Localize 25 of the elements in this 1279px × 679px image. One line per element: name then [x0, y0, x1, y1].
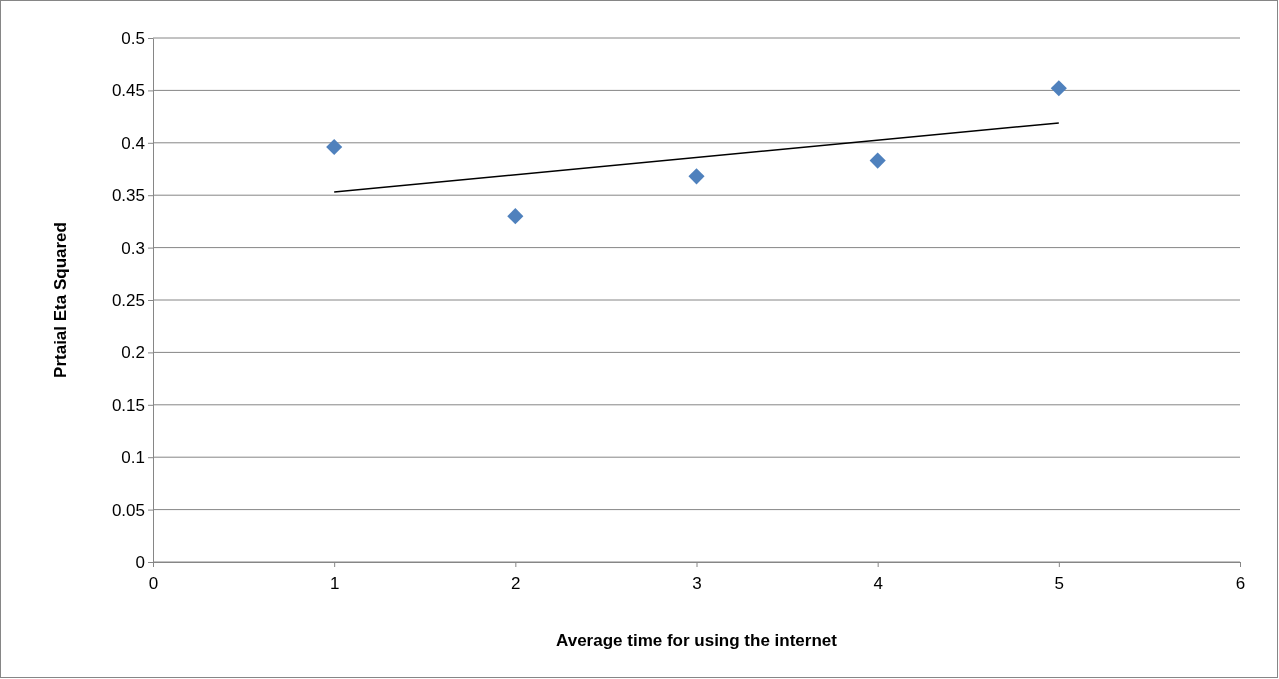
y-tick-label: 0.1: [121, 448, 145, 468]
x-axis-title: Average time for using the internet: [556, 631, 838, 650]
y-tick-label: 0.4: [121, 133, 145, 153]
y-tick-label: 0.35: [111, 186, 145, 206]
y-tick-label: 0.05: [111, 500, 145, 520]
y-tick-label: 0.3: [121, 238, 145, 258]
point: [507, 208, 524, 225]
x-tick-label: 0: [148, 573, 159, 593]
y-tick-label: 0.2: [121, 343, 145, 363]
x-tick-label: 5: [1054, 573, 1065, 593]
y-tick-label: 0.45: [111, 81, 145, 101]
y-tick-label: 0.25: [111, 290, 145, 310]
y-tick-label: 0: [135, 552, 145, 572]
point: [326, 138, 343, 156]
x-tick-label: 6: [1235, 573, 1246, 593]
point: [688, 168, 705, 185]
x-tick-label: 4: [873, 573, 883, 593]
y-tick-label: 0.5: [121, 28, 145, 48]
y-tick-label: 0.15: [111, 395, 145, 415]
point: [869, 152, 886, 169]
x-tick-label: 1: [329, 573, 340, 593]
x-tick-label: 3: [692, 573, 702, 593]
point: [1050, 80, 1067, 97]
y-axis-title: Prtaial Eta Squared: [51, 222, 70, 378]
x-tick-label: 2: [511, 573, 521, 593]
